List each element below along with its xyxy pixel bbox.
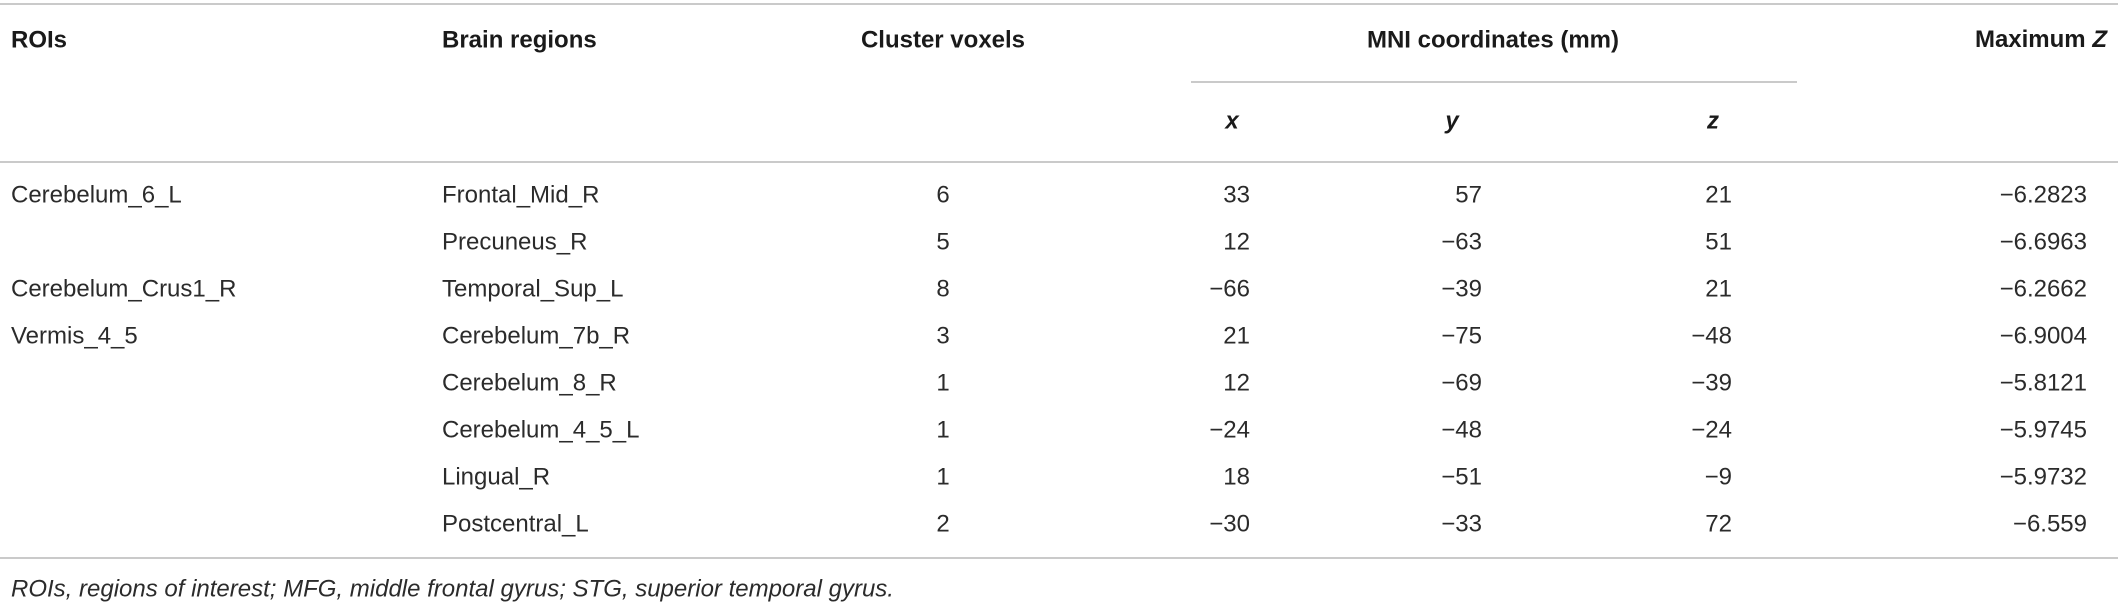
cell-region: Cerebelum_8_R (442, 369, 617, 396)
cell-y: −48 (1441, 416, 1482, 443)
header-max-z-symbol: Z (2091, 26, 2108, 53)
footnote: ROIs, regions of interest; MFG, middle f… (11, 575, 894, 602)
cell-roi: Vermis_4_5 (11, 322, 138, 349)
cell-max-z: −6.6963 (2000, 228, 2087, 255)
subheader-coord: z (1706, 107, 1719, 134)
cell-y: −63 (1441, 228, 1482, 255)
cell-y: −69 (1441, 369, 1482, 396)
cell-y: −75 (1441, 322, 1482, 349)
cell-y: −33 (1441, 510, 1482, 537)
cell-region: Cerebelum_7b_R (442, 322, 630, 349)
cell-max-z: −6.2823 (2000, 181, 2087, 208)
cell-voxels: 1 (936, 369, 949, 396)
cell-z: 21 (1705, 181, 1732, 208)
cell-max-z: −6.9004 (2000, 322, 2087, 349)
header-mni: MNI coordinates (mm) (1367, 26, 1619, 53)
cell-max-z: −6.559 (2013, 510, 2087, 537)
cell-max-z: −5.9732 (2000, 463, 2087, 490)
subheader-coord: y (1444, 107, 1460, 134)
cell-region: Temporal_Sup_L (442, 275, 623, 302)
cell-max-z: −5.8121 (2000, 369, 2087, 396)
cell-max-z: −5.9745 (2000, 416, 2087, 443)
cell-voxels: 8 (936, 275, 949, 302)
cell-max-z: −6.2662 (2000, 275, 2087, 302)
cell-z: −9 (1705, 463, 1732, 490)
cell-x: 18 (1223, 463, 1250, 490)
cell-voxels: 5 (936, 228, 949, 255)
cell-region: Postcentral_L (442, 510, 589, 537)
cell-z: 72 (1705, 510, 1732, 537)
header-voxels: Cluster voxels (861, 26, 1025, 53)
header-max-z: Maximum Z (1975, 26, 2108, 53)
cell-voxels: 1 (936, 416, 949, 443)
cell-z: −39 (1691, 369, 1732, 396)
cell-region: Cerebelum_4_5_L (442, 416, 639, 443)
subheader-coord: x (1223, 107, 1240, 134)
cell-voxels: 1 (936, 463, 949, 490)
cell-roi: Cerebelum_6_L (11, 181, 182, 208)
cell-z: 21 (1705, 275, 1732, 302)
cell-roi: Cerebelum_Crus1_R (11, 275, 236, 302)
cell-x: 12 (1223, 369, 1250, 396)
cell-y: 57 (1455, 181, 1482, 208)
cell-voxels: 2 (936, 510, 949, 537)
cell-x: 12 (1223, 228, 1250, 255)
cell-x: −24 (1209, 416, 1250, 443)
header-rois: ROIs (11, 26, 67, 53)
header-regions: Brain regions (442, 26, 597, 53)
cell-region: Frontal_Mid_R (442, 181, 599, 208)
cell-y: −39 (1441, 275, 1482, 302)
cell-voxels: 6 (936, 181, 949, 208)
cell-z: −24 (1691, 416, 1732, 443)
cell-x: −30 (1209, 510, 1250, 537)
cell-region: Precuneus_R (442, 228, 587, 255)
header-max-z-text: Maximum (1975, 26, 2086, 53)
cell-x: 21 (1223, 322, 1250, 349)
cell-y: −51 (1441, 463, 1482, 490)
cell-x: −66 (1209, 275, 1250, 302)
cell-z: −48 (1691, 322, 1732, 349)
cell-x: 33 (1223, 181, 1250, 208)
cell-voxels: 3 (936, 322, 949, 349)
cell-region: Lingual_R (442, 463, 550, 490)
cell-z: 51 (1705, 228, 1732, 255)
